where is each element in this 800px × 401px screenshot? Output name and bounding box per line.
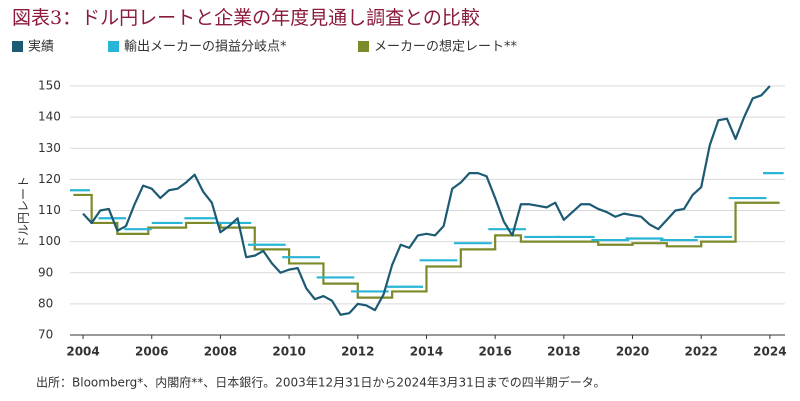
y-tick-label: 80 [38,296,53,310]
y-tick-label: 90 [38,265,53,279]
source-note: 出所：Bloomberg*、内閣府**、日本銀行。2003年12月31日から20… [36,375,605,390]
x-tick-label: 2010 [272,345,305,359]
y-tick-label: 70 [38,328,53,342]
legend-label: 実績 [28,39,54,55]
x-tick-label: 2024 [753,345,786,359]
chart-title: 図表3：ドル円レートと企業の年度見通し調査との比較 [12,7,480,29]
legend-swatch [108,41,119,52]
y-tick-label: 130 [38,141,61,155]
y-axis-label: ドル円レート [17,176,31,248]
x-tick-label: 2016 [478,345,511,359]
x-tick-label: 2014 [410,345,443,359]
x-tick-label: 2012 [341,345,374,359]
y-tick-label: 120 [38,172,61,186]
y-tick-label: 140 [38,110,61,124]
legend-label: メーカーの想定レート** [374,39,518,55]
line-series [82,85,771,316]
legend-swatch [358,41,369,52]
legend-swatch [12,41,23,52]
x-tick-label: 2006 [135,345,168,359]
x-tick-label: 2008 [204,345,237,359]
x-tick-label: 2004 [66,345,99,359]
y-tick-label: 100 [38,234,61,248]
x-tick-label: 2022 [685,345,718,359]
y-tick-label: 150 [38,79,61,93]
x-tick-label: 2020 [616,345,649,359]
y-tick-label: 110 [38,203,61,217]
x-tick-label: 2018 [547,345,580,359]
legend-label: 輸出メーカーの損益分岐点* [124,40,287,55]
